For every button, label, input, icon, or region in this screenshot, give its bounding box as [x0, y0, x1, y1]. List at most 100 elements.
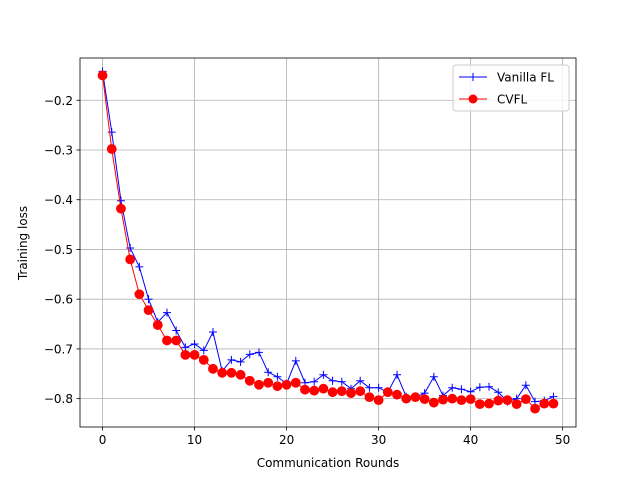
- data-point: [428, 397, 439, 408]
- data-point: [273, 372, 282, 381]
- data-point: [300, 384, 310, 395]
- data-point: [419, 394, 430, 405]
- data-point: [530, 403, 540, 414]
- x-tick-label: 0: [99, 433, 107, 447]
- data-point: [392, 389, 402, 400]
- data-point: [355, 386, 366, 397]
- legend-marker: [469, 73, 477, 81]
- series-vanilla-fl: [98, 67, 558, 406]
- data-point: [198, 354, 209, 365]
- data-point: [374, 383, 383, 392]
- data-point: [135, 262, 144, 271]
- data-point: [520, 394, 531, 405]
- legend-label: Vanilla FL: [497, 71, 554, 85]
- data-point: [162, 308, 171, 317]
- data-point: [226, 367, 237, 378]
- y-tick-label: −0.4: [44, 193, 73, 207]
- data-point: [236, 357, 245, 366]
- data-point: [281, 379, 292, 390]
- data-point: [373, 395, 384, 406]
- data-point: [254, 379, 264, 390]
- data-point: [475, 383, 484, 392]
- data-point: [162, 335, 172, 346]
- data-point: [485, 382, 494, 391]
- data-point: [125, 254, 136, 265]
- data-point: [244, 375, 255, 386]
- data-point: [189, 349, 200, 360]
- data-point: [336, 386, 347, 397]
- data-point: [126, 243, 135, 252]
- legend-label: CVFL: [497, 93, 527, 107]
- data-point: [134, 289, 145, 300]
- x-axis-label: Communication Rounds: [257, 456, 400, 470]
- data-point: [521, 381, 530, 390]
- tick-labels: 0 10 20 30 40 50 −0.8 −0.7 −0.6 −0.5 −0.4 −0.3 −0.2: [44, 94, 570, 447]
- y-axis-label: Training loss: [16, 206, 30, 281]
- data-point: [172, 326, 181, 335]
- data-point: [456, 395, 467, 406]
- y-tick-label: −0.2: [44, 94, 73, 108]
- data-point: [272, 381, 283, 392]
- data-point: [438, 394, 448, 405]
- series-line: [102, 75, 554, 410]
- plot-frame: [79, 57, 577, 428]
- y-tick-label: −0.3: [44, 144, 73, 158]
- data-point: [208, 363, 218, 374]
- data-point: [494, 388, 503, 397]
- x-tick-label: 20: [279, 433, 294, 447]
- data-point: [474, 399, 485, 410]
- data-point: [548, 398, 559, 409]
- data-point: [502, 395, 513, 406]
- series-layer: [97, 67, 559, 414]
- legend-entry: CVFL: [459, 93, 527, 107]
- axes: [76, 57, 577, 431]
- data-point: [116, 203, 126, 214]
- data-point: [217, 367, 228, 378]
- data-point: [364, 392, 375, 403]
- legend-entry: Vanilla FL: [459, 71, 554, 85]
- data-point: [447, 393, 458, 404]
- data-point: [457, 385, 466, 394]
- data-point: [511, 399, 522, 410]
- data-point: [465, 394, 476, 405]
- y-tick-label: −0.5: [44, 243, 73, 257]
- data-point: [208, 328, 217, 337]
- data-point: [116, 196, 125, 205]
- y-tick-label: −0.7: [44, 342, 73, 356]
- data-point: [356, 376, 365, 385]
- data-point: [254, 348, 263, 357]
- data-point: [365, 383, 374, 392]
- data-point: [382, 387, 393, 398]
- data-point: [393, 370, 402, 379]
- data-point: [401, 393, 412, 404]
- data-point: [245, 350, 254, 359]
- x-tick-label: 10: [187, 433, 202, 447]
- data-point: [263, 377, 274, 388]
- data-point: [171, 335, 182, 346]
- data-point: [429, 372, 438, 381]
- data-point: [106, 144, 117, 154]
- data-point: [410, 392, 421, 403]
- data-point: [290, 377, 301, 388]
- data-point: [328, 376, 337, 385]
- series-line: [102, 71, 554, 403]
- data-point: [235, 369, 246, 380]
- data-point: [180, 349, 191, 360]
- data-point: [143, 305, 154, 316]
- x-tick-label: 50: [555, 433, 570, 447]
- data-point: [190, 339, 199, 348]
- legend-marker: [468, 94, 478, 104]
- data-point: [309, 385, 320, 396]
- y-tick-label: −0.8: [44, 392, 73, 406]
- x-tick-label: 40: [463, 433, 478, 447]
- data-point: [291, 356, 300, 365]
- x-tick-label: 30: [371, 433, 386, 447]
- legend: Vanilla FL CVFL: [452, 64, 570, 112]
- data-point: [448, 383, 457, 392]
- data-point: [493, 395, 504, 406]
- data-point: [264, 368, 273, 377]
- y-tick-label: −0.6: [44, 293, 73, 307]
- data-point: [318, 383, 329, 394]
- series-cvfl: [97, 70, 559, 414]
